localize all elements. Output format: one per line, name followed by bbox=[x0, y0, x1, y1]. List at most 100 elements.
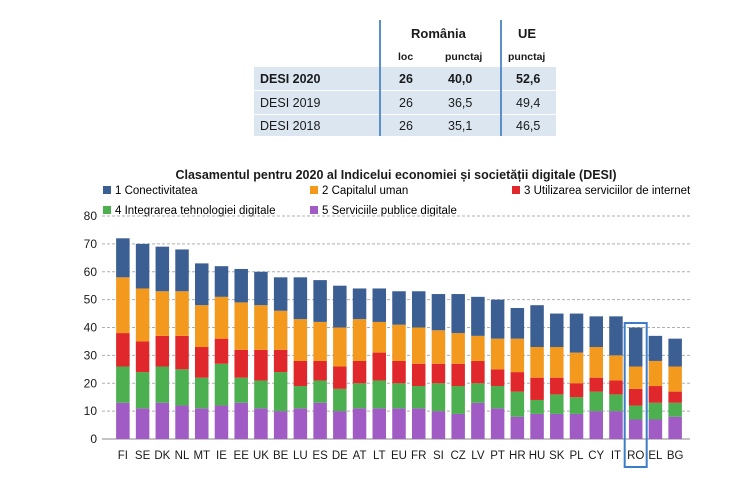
bar-segment bbox=[550, 394, 564, 414]
bar-segment bbox=[195, 408, 209, 439]
legend-swatch-capitalul-uman bbox=[310, 186, 318, 194]
chart-canvas: Clasamentul pentru 2020 al Indicelui eco… bbox=[84, 168, 691, 468]
bar-stack-cz bbox=[451, 294, 465, 439]
x-category-label: CZ bbox=[451, 450, 466, 462]
bar-segment bbox=[214, 296, 229, 339]
x-category-label: BE bbox=[273, 450, 289, 462]
bar-stack-ie bbox=[214, 266, 229, 439]
x-category-label: BG bbox=[667, 450, 684, 462]
bar-segment bbox=[372, 352, 387, 381]
x-category-label: PT bbox=[490, 450, 505, 462]
bar-segment bbox=[589, 316, 603, 348]
y-tick-label: 50 bbox=[84, 293, 98, 307]
romania-score: 36,5 bbox=[448, 96, 473, 110]
column-header-punctaj-romania: punctaj bbox=[445, 51, 483, 63]
x-category-label: DK bbox=[154, 450, 170, 462]
bar-segment bbox=[116, 402, 130, 439]
bar-segment bbox=[372, 288, 387, 322]
romania-rank: 26 bbox=[399, 72, 413, 86]
x-category-label: SI bbox=[433, 450, 444, 462]
bar-stack-lu bbox=[293, 277, 308, 439]
x-category-label: FR bbox=[411, 450, 426, 462]
legend-swatch-utilizarea-serviciilor bbox=[512, 186, 520, 194]
x-category-label: UK bbox=[253, 450, 269, 462]
bar-segment bbox=[471, 402, 485, 439]
chart-title: Clasamentul pentru 2020 al Indicelui eco… bbox=[175, 168, 616, 182]
bar-segment bbox=[333, 366, 347, 389]
bar-stack-bg bbox=[668, 338, 682, 439]
bar-segment bbox=[431, 411, 446, 439]
x-category-label: RO bbox=[627, 450, 644, 462]
bar-segment bbox=[372, 380, 387, 409]
bar-segment bbox=[668, 391, 682, 403]
bar-segment bbox=[451, 413, 465, 439]
bar-segment bbox=[254, 380, 268, 409]
bar-segment bbox=[530, 413, 544, 439]
bar-segment bbox=[569, 352, 584, 384]
bar-segment bbox=[175, 291, 189, 336]
bar-segment bbox=[313, 402, 327, 439]
bar-segment bbox=[195, 347, 209, 378]
bar-segment bbox=[293, 277, 308, 320]
bar-segment bbox=[175, 335, 189, 370]
bar-stack-el bbox=[648, 335, 663, 439]
bar-segment bbox=[589, 391, 603, 412]
bar-segment bbox=[569, 313, 584, 353]
bar-segment bbox=[293, 386, 308, 409]
bar-segment bbox=[668, 366, 682, 392]
legend-label-integrarea-tehnologiei: 4 Integrarea tehnologiei digitale bbox=[115, 205, 275, 217]
bar-segment bbox=[668, 416, 682, 439]
bar-segment bbox=[116, 277, 130, 334]
bar-segment bbox=[333, 411, 347, 439]
bar-segment bbox=[155, 335, 170, 367]
bar-segment bbox=[471, 296, 485, 336]
bar-segment bbox=[628, 388, 643, 406]
bar-segment bbox=[510, 338, 525, 373]
bar-segment bbox=[195, 377, 209, 409]
x-category-label: EL bbox=[648, 450, 663, 462]
x-category-label: IT bbox=[611, 450, 621, 462]
bar-segment bbox=[411, 327, 426, 364]
row-background-desi-2020 bbox=[254, 67, 556, 90]
bar-segment bbox=[273, 310, 288, 350]
x-category-label: CY bbox=[588, 450, 604, 462]
x-category-label: AT bbox=[353, 450, 367, 462]
bar-segment bbox=[155, 291, 170, 336]
bar-segment bbox=[333, 388, 347, 412]
bar-stack-it bbox=[609, 316, 623, 439]
column-header-loc: loc bbox=[398, 51, 414, 63]
bar-segment bbox=[510, 307, 525, 339]
ue-header: UE bbox=[518, 26, 537, 41]
bar-segment bbox=[471, 335, 485, 361]
x-category-label: HU bbox=[529, 450, 546, 462]
bar-stack-hu bbox=[530, 305, 544, 439]
bar-stack-be bbox=[273, 277, 288, 439]
bar-segment bbox=[411, 363, 426, 387]
bar-stack-sk bbox=[550, 313, 564, 439]
bar-segment bbox=[254, 349, 268, 381]
bar-segment bbox=[175, 369, 189, 406]
bar-segment bbox=[431, 294, 446, 331]
bar-segment bbox=[313, 321, 327, 361]
desi-score-table: România UE loc punctaj punctaj DESI 2020… bbox=[254, 20, 556, 136]
bar-stack-pl bbox=[569, 313, 584, 439]
y-axis-tick-labels: 0 10 20 30 40 50 60 70 80 bbox=[84, 209, 98, 446]
romania-score: 35,1 bbox=[448, 119, 473, 133]
bar-segment bbox=[609, 380, 623, 395]
bar-segment bbox=[589, 377, 603, 392]
bar-segment bbox=[530, 377, 544, 400]
bar-stack-dk bbox=[155, 246, 170, 439]
bar-segment bbox=[471, 360, 485, 384]
bar-segment bbox=[609, 355, 623, 381]
bar-segment bbox=[668, 338, 682, 367]
bar-stack-fr bbox=[411, 291, 426, 439]
desi-stacked-bar-chart: Clasamentul pentru 2020 al Indicelui eco… bbox=[0, 160, 750, 478]
bar-stack-lv bbox=[471, 296, 485, 439]
legend-item-serviciile-publice: 5 Serviciile publice digitale bbox=[310, 205, 457, 217]
bar-segment bbox=[254, 271, 268, 306]
y-tick-label: 10 bbox=[84, 404, 98, 418]
bar-segment bbox=[648, 419, 663, 439]
column-divider-ue bbox=[500, 20, 502, 136]
bar-segment bbox=[648, 386, 663, 403]
bar-stack-uk bbox=[254, 271, 268, 439]
